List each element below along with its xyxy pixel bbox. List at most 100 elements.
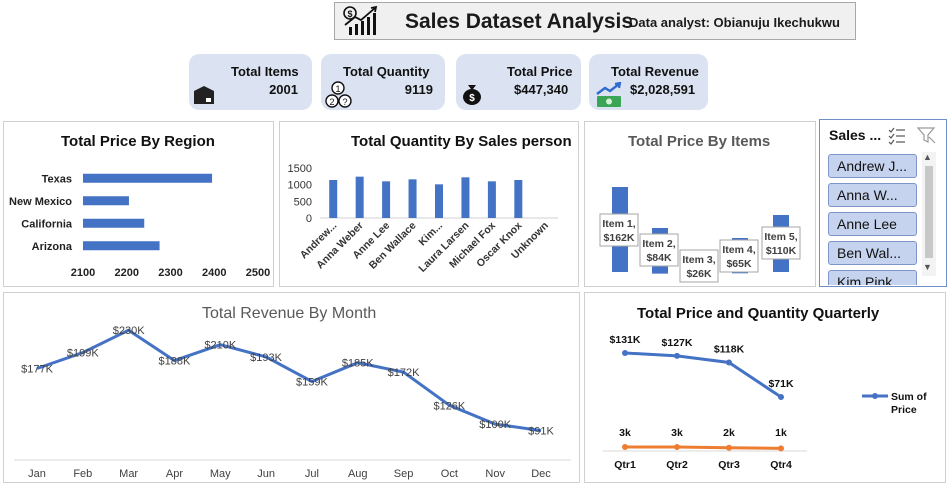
category-label: Aug bbox=[348, 468, 368, 480]
data-label: $193K bbox=[250, 352, 282, 364]
multi-select-icon[interactable] bbox=[887, 127, 907, 145]
data-label: 3k bbox=[671, 427, 683, 439]
data-label: $100K bbox=[479, 419, 511, 431]
category-label: Arizona bbox=[32, 241, 73, 253]
slicer-title: Sales ... bbox=[829, 127, 882, 143]
bar bbox=[382, 181, 391, 218]
box-icon bbox=[194, 86, 214, 104]
data-label-box bbox=[719, 239, 759, 273]
scroll-up-icon[interactable]: ▲ bbox=[923, 152, 932, 162]
panel-quarterly: Total Price and Quantity Quarterly $131K… bbox=[584, 292, 946, 483]
data-point bbox=[674, 444, 680, 450]
kpi-value: $447,340 bbox=[514, 82, 569, 97]
scroll-thumb[interactable] bbox=[925, 166, 933, 258]
chart-title: Total Quantity By Sales person bbox=[351, 133, 572, 150]
quarterly-line-chart: $131K $127K $118K $71K 3k 3k 2k 1k Qtr1 Qtr2 Qtr3 Q… bbox=[603, 334, 927, 471]
slicer-scrollbar[interactable]: ▲ ▼ bbox=[922, 152, 936, 276]
series-line-price bbox=[624, 351, 782, 399]
category-label: Texas bbox=[42, 173, 72, 185]
revenue-icon bbox=[596, 82, 622, 107]
category-label: Sep bbox=[394, 468, 414, 480]
bar bbox=[83, 218, 145, 228]
data-label: $230K bbox=[113, 325, 145, 337]
kpi-value: 2001 bbox=[269, 82, 298, 97]
tick-label: 1000 bbox=[288, 180, 312, 192]
data-label: $84K bbox=[646, 252, 672, 264]
numbers-icon: 1 2 ? bbox=[325, 81, 352, 108]
clear-filter-icon[interactable] bbox=[917, 126, 937, 144]
data-label: $91K bbox=[528, 426, 554, 438]
bar bbox=[83, 173, 213, 183]
data-point bbox=[778, 445, 784, 452]
dashboard-title: Sales Dataset Analysis bbox=[405, 10, 634, 33]
slicer-item[interactable]: Andrew J... bbox=[828, 154, 917, 178]
data-point bbox=[726, 444, 732, 451]
category-label: Qtr4 bbox=[770, 459, 792, 471]
data-point bbox=[778, 394, 784, 400]
data-label: $65K bbox=[726, 258, 752, 270]
data-label: Item 4, bbox=[722, 244, 755, 256]
data-label-box bbox=[679, 249, 719, 283]
legend-label: Price bbox=[891, 404, 917, 416]
kpi-value: 9119 bbox=[404, 82, 433, 97]
data-label: $71K bbox=[768, 378, 794, 390]
data-label-box bbox=[761, 226, 801, 260]
category-label: Jul bbox=[305, 468, 319, 480]
chart-title: Total Price and Quantity Quarterly bbox=[637, 305, 880, 322]
data-label: $26K bbox=[686, 268, 712, 280]
data-label: $188K bbox=[159, 356, 191, 368]
category-label: Dec bbox=[531, 468, 551, 480]
data-point bbox=[622, 444, 628, 450]
salesperson-slicer[interactable]: Sales ... Andrew J... Anna W... Anne Lee… bbox=[819, 119, 947, 287]
series-line bbox=[36, 328, 542, 433]
tick-label: 2500 bbox=[246, 267, 270, 279]
category-label: Oct bbox=[441, 468, 458, 480]
slicer-item[interactable]: Anne Lee bbox=[828, 212, 917, 236]
data-label-box bbox=[599, 213, 639, 247]
data-point bbox=[674, 352, 680, 359]
data-label: $210K bbox=[204, 340, 236, 352]
data-label: $199K bbox=[67, 348, 99, 360]
category-label: Jan bbox=[28, 468, 46, 480]
category-label: California bbox=[21, 218, 73, 230]
bar bbox=[435, 184, 443, 218]
kpi-label: Total Quantity bbox=[343, 64, 430, 79]
data-label: Item 1, bbox=[602, 218, 635, 230]
money-bag-icon: $ bbox=[463, 85, 481, 105]
category-label: Mar bbox=[119, 468, 138, 480]
category-label: New Mexico bbox=[9, 196, 72, 208]
legend-marker bbox=[872, 393, 878, 399]
scroll-down-icon[interactable]: ▼ bbox=[923, 262, 932, 272]
panel-revenue-by-month: Total Revenue By Month $177K Jan $199K Feb $… bbox=[3, 292, 580, 483]
series-line-quantity bbox=[625, 445, 782, 450]
data-label: 3k bbox=[619, 427, 631, 439]
legend-label: Sum of bbox=[891, 391, 927, 403]
tick-label: 2300 bbox=[158, 267, 182, 279]
tick-label: 2200 bbox=[115, 267, 139, 279]
data-label: $177K bbox=[21, 364, 53, 376]
data-label: $172K bbox=[388, 367, 420, 379]
tick-label: 2400 bbox=[202, 267, 226, 279]
region-bar-chart: Texas New Mexico California Arizona 2100 2200… bbox=[9, 173, 270, 279]
tick-label: 0 bbox=[306, 213, 312, 225]
panel-price-by-region: Total Price By Region Texas New Mexico Cal… bbox=[3, 121, 274, 287]
bar bbox=[83, 196, 129, 206]
slicer-item[interactable]: Kim Pink bbox=[828, 270, 917, 285]
tick-label: 500 bbox=[294, 196, 312, 208]
month-line-chart: $177K Jan $199K Feb $230K Mar $188K Apr $210K May… bbox=[14, 325, 571, 480]
category-label: May bbox=[210, 468, 231, 480]
data-label: $126K bbox=[433, 400, 465, 412]
data-label: 1k bbox=[775, 427, 787, 439]
dashboard-header: $ Sales Dataset Analysis Data analyst: O… bbox=[334, 2, 856, 40]
data-point bbox=[622, 350, 628, 356]
category-label: Jun bbox=[257, 468, 275, 480]
svg-text:2: 2 bbox=[329, 97, 334, 107]
slicer-item[interactable]: Ben Wal... bbox=[828, 241, 917, 265]
kpi-label: Total Revenue bbox=[611, 64, 699, 79]
data-point bbox=[726, 359, 732, 366]
category-label: Qtr2 bbox=[666, 459, 688, 471]
slicer-item[interactable]: Anna W... bbox=[828, 183, 917, 207]
kpi-total-revenue: Total Revenue $2,028,591 bbox=[589, 54, 708, 110]
kpi-label: Total Price bbox=[507, 64, 573, 79]
